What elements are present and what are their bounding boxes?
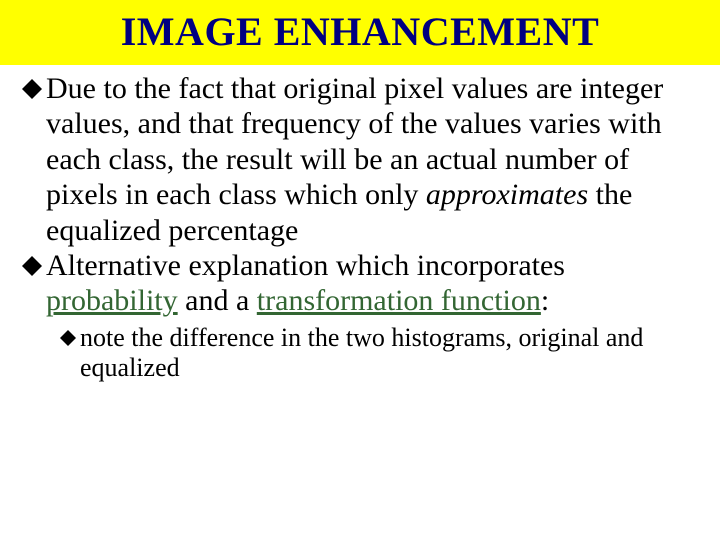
diamond-bullet-icon xyxy=(22,79,42,99)
bullet-item: note the difference in the two histogram… xyxy=(60,323,698,384)
slide-title: IMAGE ENHANCEMENT xyxy=(0,8,720,55)
slide-body: Due to the fact that original pixel valu… xyxy=(0,65,720,384)
hyperlink[interactable]: probability xyxy=(46,284,178,317)
hyperlink[interactable]: transformation function xyxy=(257,284,541,317)
bullet-item: Due to the fact that original pixel valu… xyxy=(22,71,698,248)
bullet-text: Due to the fact that original pixel valu… xyxy=(46,71,698,248)
diamond-bullet-icon xyxy=(22,256,42,276)
diamond-bullet-icon xyxy=(60,330,76,346)
bullet-text: Alternative explanation which incorporat… xyxy=(46,248,698,319)
title-bar: IMAGE ENHANCEMENT xyxy=(0,0,720,65)
bullet-text: note the difference in the two histogram… xyxy=(80,323,698,384)
bullet-item: Alternative explanation which incorporat… xyxy=(22,248,698,319)
